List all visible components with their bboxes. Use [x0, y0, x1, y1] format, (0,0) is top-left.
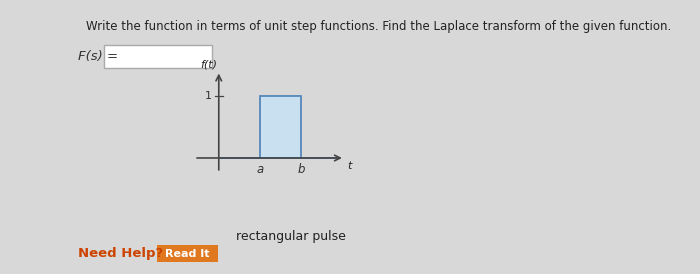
Bar: [157, 245, 218, 262]
Text: Read It: Read It: [165, 249, 209, 259]
Text: Write the function in terms of unit step functions. Find the Laplace transform o: Write the function in terms of unit step…: [86, 20, 671, 33]
Text: t: t: [346, 161, 351, 171]
Text: b: b: [298, 163, 305, 176]
Text: Need Help?: Need Help?: [78, 247, 163, 260]
Text: F(s) =: F(s) =: [78, 50, 118, 63]
Bar: [260, 96, 302, 158]
Text: rectangular pulse: rectangular pulse: [236, 230, 346, 243]
Text: 1: 1: [205, 91, 212, 101]
Bar: [104, 45, 212, 68]
Text: f(t): f(t): [199, 59, 217, 69]
Text: a: a: [256, 163, 264, 176]
